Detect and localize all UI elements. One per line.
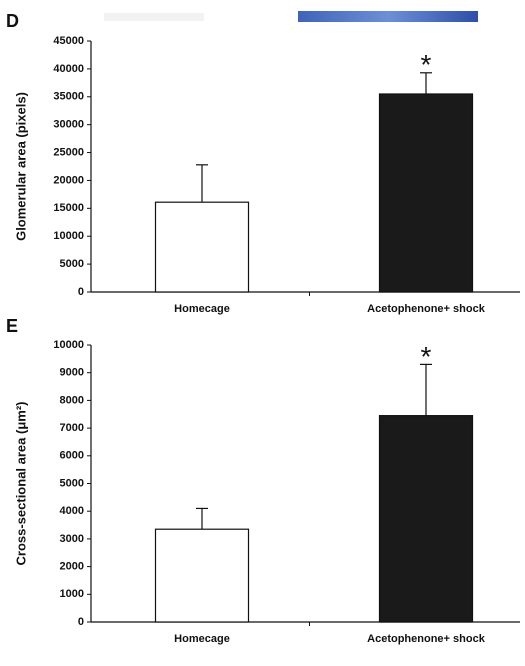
y-tick-label: 35000	[53, 91, 84, 103]
figure: DGlomerular area (pixels)050001000015000…	[0, 0, 525, 666]
x-tick-label: Homecage	[142, 633, 262, 646]
bar	[380, 416, 473, 622]
bar	[156, 202, 249, 292]
y-tick-label: 45000	[53, 35, 84, 47]
x-tick-label: Acetophenone+ shock	[366, 303, 486, 316]
y-axis-label: Glomerular area (pixels)	[13, 92, 28, 241]
y-tick-label: 1000	[60, 588, 84, 600]
y-tick-label: 7000	[60, 422, 84, 434]
y-tick-label: 9000	[60, 367, 84, 379]
y-tick-label: 2000	[60, 561, 84, 573]
annotation: *	[421, 49, 432, 80]
y-tick-label: 40000	[53, 63, 84, 75]
y-tick-label: 10000	[53, 230, 84, 242]
chart: DGlomerular area (pixels)050001000015000…	[0, 0, 525, 666]
panel-label: E	[6, 316, 18, 336]
y-tick-label: 5000	[60, 258, 84, 270]
bar	[380, 94, 473, 292]
y-axis-label: Cross-sectional area (μm²)	[13, 401, 28, 565]
annotation: *	[421, 341, 432, 372]
image-fragment	[104, 13, 204, 21]
y-tick-label: 6000	[60, 450, 84, 462]
y-tick-label: 15000	[53, 202, 84, 214]
y-tick-label: 8000	[60, 394, 84, 406]
bar	[156, 529, 249, 622]
y-tick-label: 0	[78, 286, 84, 298]
y-tick-label: 4000	[60, 505, 84, 517]
x-tick-label: Acetophenone+ shock	[366, 633, 486, 646]
y-tick-label: 5000	[60, 477, 84, 489]
y-tick-label: 30000	[53, 119, 84, 131]
y-tick-label: 25000	[53, 146, 84, 158]
image-fragment	[298, 11, 478, 22]
y-tick-label: 0	[78, 616, 84, 628]
y-tick-label: 20000	[53, 174, 84, 186]
y-tick-label: 3000	[60, 533, 84, 545]
x-tick-label: Homecage	[142, 303, 262, 316]
y-tick-label: 10000	[53, 339, 84, 351]
panel-label: D	[6, 11, 19, 31]
